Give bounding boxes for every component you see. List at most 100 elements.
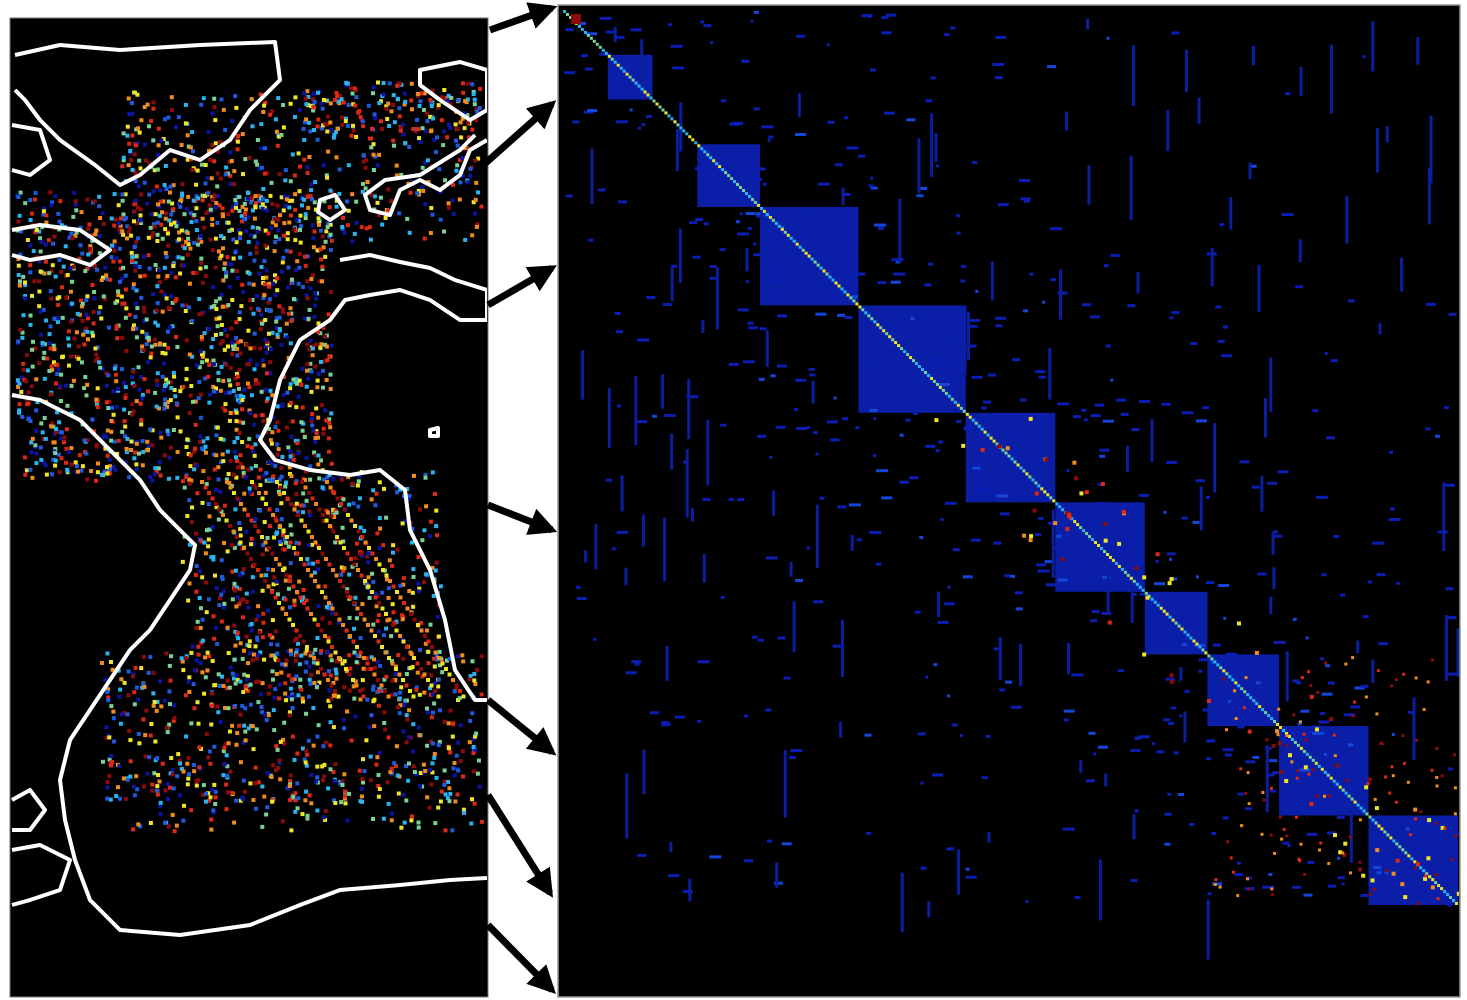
trajectory-pixel	[296, 218, 301, 223]
trajectory-pixel	[290, 677, 295, 682]
trajectory-pixel	[260, 681, 265, 686]
trajectory-pixel	[423, 472, 428, 477]
track-pixel	[228, 524, 232, 528]
trajectory-pixel	[311, 108, 316, 113]
matrix-diagonal	[1323, 770, 1327, 774]
trajectory-pixel	[291, 453, 295, 458]
trajectory-pixel	[447, 799, 452, 804]
matrix-entry	[940, 518, 944, 521]
matrix-diagonal	[798, 245, 802, 249]
trajectory-pixel	[187, 411, 192, 415]
trajectory-pixel	[125, 777, 130, 782]
trajectory-pixel	[324, 378, 329, 382]
trajectory-pixel	[177, 202, 181, 206]
matrix-hotspot	[1242, 706, 1246, 710]
matrix-diagonal	[932, 379, 936, 383]
trajectory-pixel	[205, 176, 210, 181]
trajectory-pixel	[201, 354, 205, 359]
trajectory-pixel	[409, 540, 414, 545]
trajectory-pixel	[355, 653, 360, 658]
trajectory-pixel	[431, 594, 436, 598]
trajectory-pixel	[309, 416, 314, 421]
trajectory-pixel	[23, 472, 28, 477]
trajectory-pixel	[108, 797, 113, 802]
trajectory-pixel	[212, 467, 217, 472]
track-pixel	[299, 518, 304, 523]
trajectory-pixel	[293, 791, 298, 796]
trajectory-pixel	[394, 744, 399, 749]
trajectory-pixel	[28, 467, 33, 472]
trajectory-pixel	[421, 762, 426, 767]
trajectory-pixel	[114, 404, 119, 409]
matrix-entry	[719, 248, 726, 252]
matrix-hotspot	[1285, 834, 1289, 838]
matrix-streak	[1260, 476, 1264, 512]
trajectory-pixel	[132, 245, 137, 250]
trajectory-pixel	[457, 157, 462, 162]
trajectory-pixel	[438, 799, 443, 804]
matrix-diagonal	[909, 356, 913, 360]
trajectory-pixel	[142, 377, 147, 382]
trajectory-pixel	[296, 151, 301, 156]
trajectory-pixel	[249, 233, 254, 238]
trajectory-pixel	[320, 279, 324, 284]
trajectory-pixel	[268, 633, 272, 638]
trajectory-pixel	[161, 199, 166, 204]
trajectory-pixel	[152, 771, 157, 776]
trajectory-pixel	[296, 451, 301, 455]
trajectory-pixel	[274, 531, 279, 536]
trajectory-pixel	[22, 455, 27, 460]
trajectory-pixel	[438, 189, 443, 194]
trajectory-pixel	[164, 651, 169, 656]
trajectory-pixel	[212, 636, 217, 641]
trajectory-pixel	[299, 653, 304, 658]
matrix-streak	[1086, 18, 1090, 30]
trajectory-pixel	[212, 96, 217, 101]
trajectory-pixel	[90, 330, 95, 335]
matrix-diagonal	[1073, 520, 1077, 524]
matrix-hotspot	[1292, 713, 1296, 717]
matrix-streak	[963, 305, 967, 375]
matrix-diagonal	[1097, 544, 1100, 547]
matrix-entry	[1367, 580, 1372, 584]
trajectory-pixel	[310, 423, 315, 428]
trajectory-pixel	[283, 168, 288, 173]
matrix-entry	[809, 373, 816, 377]
trajectory-pixel	[394, 163, 399, 168]
matrix-diagonal	[742, 189, 745, 192]
trajectory-pixel	[455, 126, 460, 131]
trajectory-pixel	[291, 457, 296, 462]
trajectory-pixel	[371, 817, 375, 821]
trajectory-pixel	[306, 738, 311, 743]
matrix-entry	[999, 512, 1010, 516]
trajectory-pixel	[341, 497, 346, 502]
matrix-streak	[670, 266, 674, 302]
trajectory-pixel	[141, 254, 146, 259]
trajectory-pixel	[216, 710, 221, 715]
matrix-hotspot	[1073, 476, 1078, 481]
trajectory-pixel	[25, 353, 29, 358]
matrix-hotspot	[1364, 785, 1369, 790]
trajectory-pixel	[291, 794, 296, 799]
trajectory-pixel	[462, 156, 467, 160]
trajectory-pixel	[321, 426, 326, 431]
trajectory-pixel	[421, 580, 426, 585]
trajectory-pixel	[300, 812, 305, 817]
track-pixel	[277, 562, 282, 567]
trajectory-pixel	[123, 434, 128, 439]
trajectory-pixel	[288, 523, 293, 528]
trajectory-pixel	[216, 370, 221, 375]
trajectory-pixel	[312, 128, 316, 132]
trajectory-pixel	[53, 447, 58, 451]
trajectory-pixel	[296, 693, 301, 698]
trajectory-pixel	[123, 273, 128, 278]
trajectory-pixel	[241, 290, 246, 295]
trajectory-pixel	[75, 311, 80, 316]
trajectory-pixel	[118, 224, 123, 229]
trajectory-pixel	[293, 798, 298, 803]
matrix-streak	[987, 832, 991, 843]
matrix-entry	[952, 548, 960, 552]
trajectory-pixel	[200, 352, 204, 357]
trajectory-pixel	[326, 312, 331, 317]
matrix-hotspot	[1456, 891, 1459, 896]
